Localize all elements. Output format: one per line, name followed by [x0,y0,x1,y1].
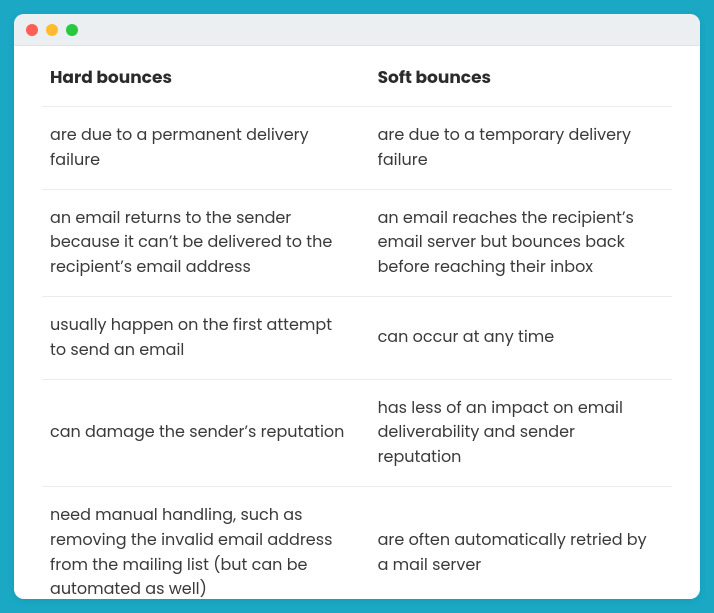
table-body: are due to a permanent delivery failure … [42,107,672,600]
table-header-row: Hard bounces Soft bounces [42,46,672,107]
table-row: can damage the sender’s reputation has l… [42,379,672,486]
cell-hard: are due to a permanent delivery failure [42,107,370,190]
outer-frame: Hard bounces Soft bounces are due to a p… [0,0,714,613]
cell-hard: need manual handling, such as removing t… [42,486,370,599]
window-content: Hard bounces Soft bounces are due to a p… [14,46,700,599]
window-titlebar [14,14,700,46]
cell-soft: can occur at any time [370,296,672,379]
browser-window: Hard bounces Soft bounces are due to a p… [14,14,700,599]
close-icon[interactable] [26,24,38,36]
cell-hard: can damage the sender’s reputation [42,379,370,486]
comparison-table: Hard bounces Soft bounces are due to a p… [42,46,672,599]
cell-soft: has less of an impact on email deliverab… [370,379,672,486]
table-row: an email returns to the sender because i… [42,189,672,296]
cell-hard: an email returns to the sender because i… [42,189,370,296]
maximize-icon[interactable] [66,24,78,36]
column-header-soft: Soft bounces [370,46,672,107]
cell-soft: an email reaches the recipient’s email s… [370,189,672,296]
minimize-icon[interactable] [46,24,58,36]
table-row: are due to a permanent delivery failure … [42,107,672,190]
column-header-hard: Hard bounces [42,46,370,107]
table-row: need manual handling, such as removing t… [42,486,672,599]
cell-soft: are due to a temporary delivery failure [370,107,672,190]
table-row: usually happen on the first attempt to s… [42,296,672,379]
cell-soft: are often automatically retried by a mai… [370,486,672,599]
cell-hard: usually happen on the first attempt to s… [42,296,370,379]
